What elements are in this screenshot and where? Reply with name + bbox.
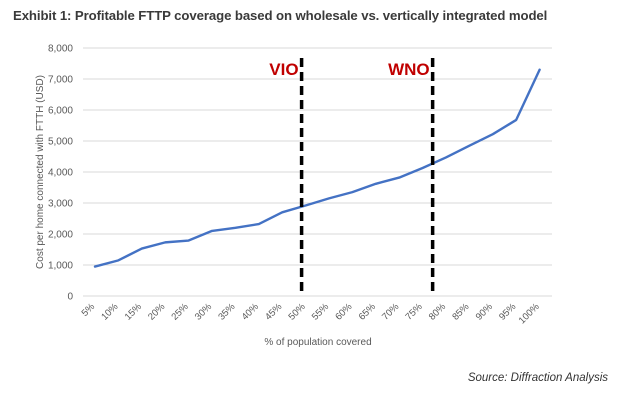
- y-tick-label: 4,000: [48, 168, 73, 179]
- y-tick-label: 8,000: [48, 44, 73, 55]
- y-axis-ticks: 0 1,000 2,000 3,000 4,000 5,000 6,000 7,000 8,00…: [48, 44, 73, 303]
- y-tick-label: 2,000: [48, 230, 73, 241]
- x-axis-ticks: 5% 10% 15% 20% 25% 30% 35% 40% 45% 50% 55% 60% 65% 70…: [80, 301, 542, 326]
- annotations: VIO WNO: [269, 58, 435, 296]
- y-tick-label: 7,000: [48, 75, 73, 86]
- x-tick-label: 85%: [450, 301, 472, 323]
- x-tick-label: 40%: [240, 301, 262, 323]
- series-group: [93, 68, 541, 268]
- x-tick-label: 70%: [380, 301, 402, 323]
- x-tick-label: 25%: [169, 301, 191, 323]
- chart-title: Exhibit 1: Profitable FTTP coverage base…: [13, 8, 548, 23]
- y-tick-label: 5,000: [48, 137, 73, 148]
- x-tick-label: 75%: [403, 301, 425, 323]
- y-tick-label: 1,000: [48, 261, 73, 272]
- x-tick-label: 45%: [263, 301, 285, 323]
- x-tick-label: 55%: [310, 301, 332, 323]
- y-tick-label: 6,000: [48, 106, 73, 117]
- x-tick-label: 90%: [474, 301, 496, 323]
- x-tick-label: 95%: [497, 301, 519, 323]
- annotation-label-wno: WNO: [388, 60, 430, 79]
- y-tick-label: 3,000: [48, 199, 73, 210]
- y-tick-label: 0: [67, 292, 73, 303]
- gridlines: [83, 47, 552, 297]
- x-tick-label: 60%: [333, 301, 355, 323]
- x-tick-label: 50%: [286, 301, 308, 323]
- x-tick-label: 5%: [80, 301, 98, 319]
- x-tick-label: 80%: [427, 301, 449, 323]
- x-axis-label: % of population covered: [264, 337, 371, 348]
- x-tick-label: 35%: [216, 301, 238, 323]
- annotation-label-vio: VIO: [269, 60, 298, 79]
- source-note: Source: Diffraction Analysis: [467, 372, 608, 384]
- x-tick-label: 10%: [99, 301, 121, 323]
- y-axis-label: Cost per home connected with FTTH (USD): [35, 75, 46, 269]
- x-tick-label: 20%: [146, 301, 168, 323]
- x-tick-label: 100%: [517, 301, 542, 326]
- series-line: [93, 68, 541, 268]
- x-tick-label: 15%: [123, 301, 145, 323]
- x-tick-label: 30%: [193, 301, 215, 323]
- x-tick-label: 65%: [357, 301, 379, 323]
